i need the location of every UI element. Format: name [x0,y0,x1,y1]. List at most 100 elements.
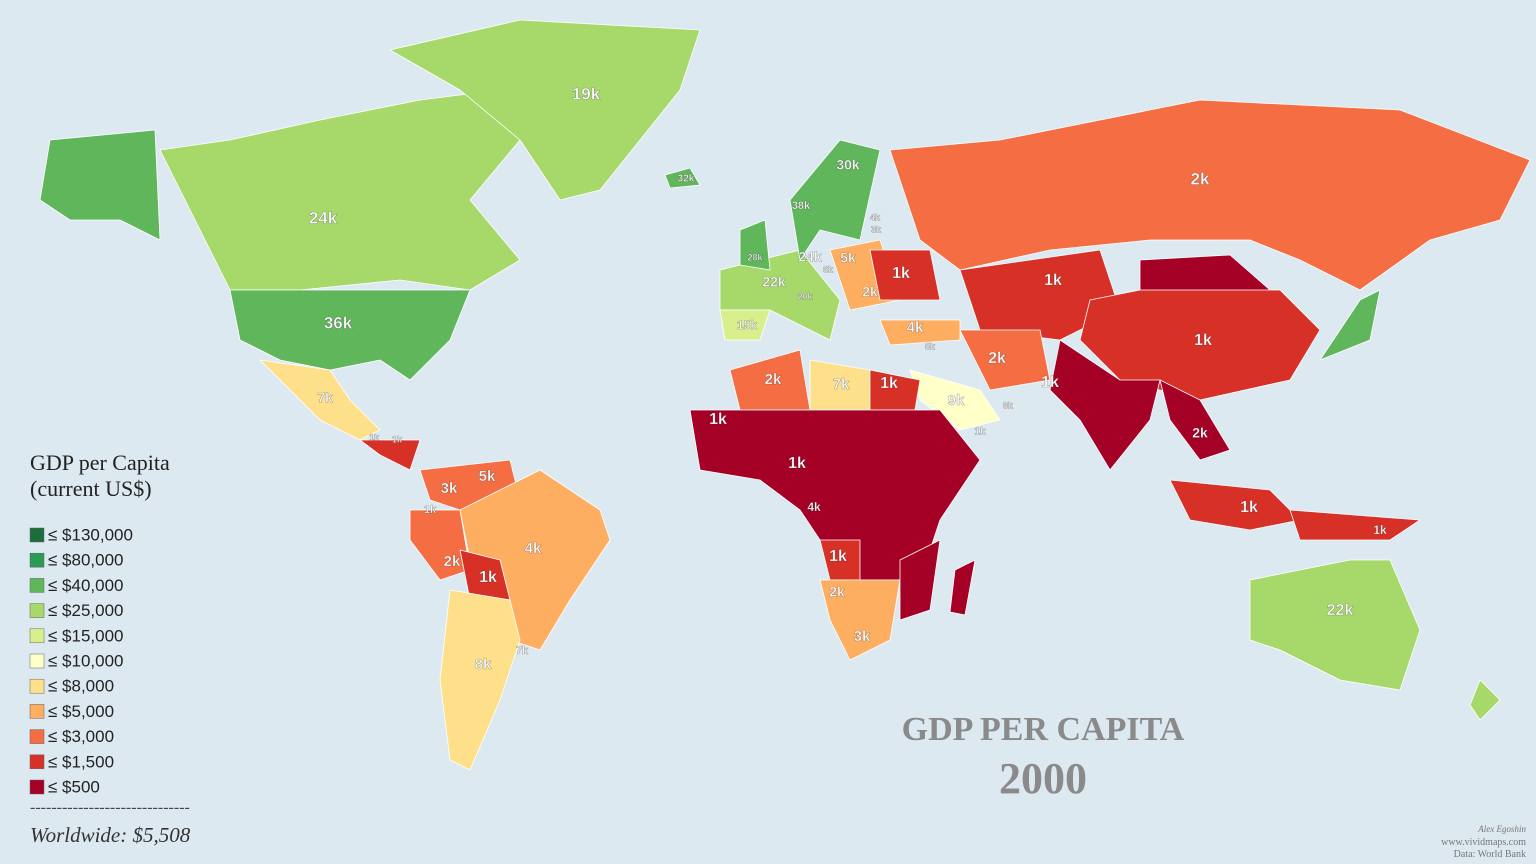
worldwide-summary: Worldwide: $5,508 [30,823,191,847]
legend-swatch [29,653,45,669]
legend-subtitle: (current US$) [30,476,152,501]
country [1049,339,1161,471]
country-label: 30k [836,157,860,173]
country-label: 22k [762,274,786,290]
country-label: 2k [444,553,461,570]
country [1159,379,1231,461]
country-label: 19k [572,84,601,103]
country-label: 2k [862,284,878,300]
legend-label: ≤ $10,000 [48,651,124,670]
country-label: 1k [892,265,910,282]
country-label: 4k [907,319,924,336]
country-label: 1k [424,504,437,516]
legend-swatch [29,527,45,543]
country-label: 38k [792,200,811,212]
country-label: 2k [765,371,782,388]
country-labels: 19k 32k 24k 36k 30k 38k 2k 4k 3k 24k 5k 1k 28k 22k 6k 2… [309,84,1388,673]
country [789,139,881,261]
country-label: 15k [737,318,757,332]
country-label: 1k [788,455,806,472]
legend-swatch [29,628,45,644]
credit-author: Alex Egoshin [1477,824,1526,834]
legend-label: ≤ $5,000 [48,702,114,721]
country-label: 2k [988,350,1006,367]
country-label: 8k [1003,400,1014,410]
legend-label: ≤ $80,000 [48,551,124,570]
country [1319,289,1381,361]
country-label: 32k [678,174,695,185]
legend-label: ≤ $40,000 [48,576,124,595]
legend-swatch [29,779,45,795]
country-label: 1k [479,569,497,586]
country [909,369,1001,431]
country-label: 6k [823,264,834,274]
legend-swatch [29,729,45,744]
country-label: 20k [797,291,813,301]
country [949,559,976,616]
country [889,99,1531,291]
country [229,289,471,381]
legend-swatch [29,704,45,719]
map-year: 2000 [999,754,1087,803]
country-label: 36k [324,313,353,332]
legend-swatch [29,678,45,694]
country-label: 7k [516,645,529,657]
country [259,359,381,441]
country-label: 7k [317,390,333,406]
credit-site: www.vividmaps.com [1441,837,1526,848]
country-label: 1k [829,548,847,565]
country [1169,479,1301,531]
country [719,309,771,341]
country-label: 7k [833,376,850,393]
country-label: 3k [441,480,458,497]
legend-label: ≤ $8,000 [48,677,114,696]
legend-swatch [29,552,45,568]
country-label: 2k [829,584,845,600]
country-label: 1k [1194,332,1212,349]
country [389,19,701,201]
legend-swatch [29,578,45,593]
country [879,319,961,346]
country-label: 2k [1192,425,1208,441]
country-label: 1k [1240,499,1258,516]
legend-swatch [29,603,45,618]
legend-label: ≤ $130,000 [48,525,133,544]
country-label: 1k [709,411,727,428]
country [1289,509,1421,541]
country [739,219,771,271]
legend-title: GDP per Capita [30,450,170,475]
country-label: 1k [392,434,403,444]
countries [39,19,1531,771]
country-label: 3k [871,224,882,234]
country [664,167,701,189]
country-label: 5k [925,341,936,351]
country-label: 2k [1191,169,1210,188]
legend-label: ≤ $25,000 [48,601,124,620]
country-label: 22k [1327,602,1354,619]
country-label: 8k [475,656,492,673]
country [899,539,941,621]
legend-label: ≤ $15,000 [48,626,124,645]
country-label: 4k [870,212,881,222]
country [959,329,1051,391]
country-label: 1k [880,375,898,392]
country [1249,559,1421,691]
country [819,579,901,661]
credit-source: Data: World Bank [1454,849,1526,860]
country-label: 1k [1373,523,1387,537]
country-label: 5k [479,468,496,485]
country [439,589,521,771]
country-label: 1k [974,427,986,438]
country [1469,679,1501,721]
country-label: 1k [1044,272,1062,289]
country-label: 9k [948,392,965,409]
country-label: 3k [854,628,871,645]
legend-label: ≤ $500 [48,777,100,796]
country [359,439,421,471]
country [869,249,941,301]
country-label: 24k [798,249,822,265]
legend-separator: ------------------------------ [30,799,190,816]
country-label: 1k [1041,374,1059,391]
